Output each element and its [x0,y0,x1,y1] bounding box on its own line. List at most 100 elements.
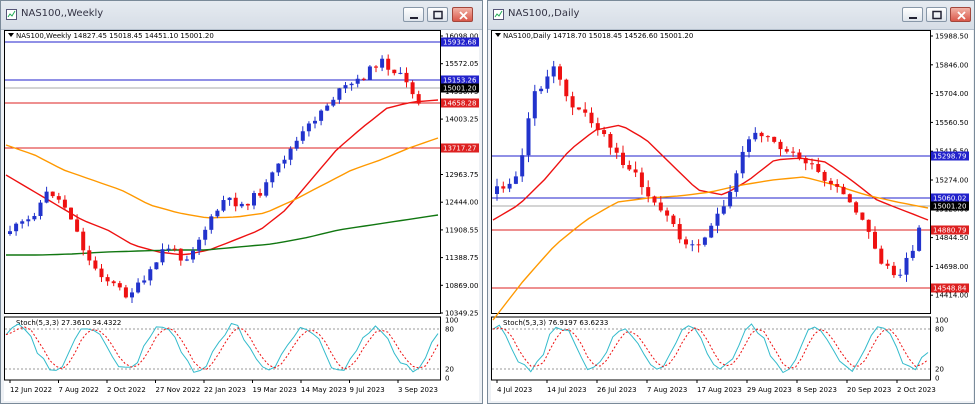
chart-header-ohlc: NAS100,Daily 14718.70 15018.45 14526.60 … [503,32,693,40]
minimize-icon [410,17,418,19]
ma-slow-line [6,214,439,256]
bearish-candle [570,96,575,108]
collapse-arrow-icon [8,33,14,37]
bullish-candle [545,76,550,89]
bearish-candle [633,169,638,173]
bullish-candle [551,66,556,77]
close-button[interactable] [452,7,473,22]
bullish-candle [904,257,909,275]
bearish-candle [784,149,789,152]
bullish-candle [910,250,915,258]
bearish-candle [835,184,840,187]
bearish-candle [608,134,613,148]
bullish-candle [917,227,922,251]
bullish-candle [520,155,525,177]
bullish-candle [166,248,171,250]
minimize-button[interactable] [902,7,923,22]
price-level-label-bg [931,201,969,211]
price-level-label-bg [441,143,479,153]
price-level-label: 15001.20 [443,85,476,93]
bullish-candle [367,66,372,80]
bearish-candle [583,109,588,113]
stochastic-tick-label: 100 [445,317,458,325]
maximize-button[interactable] [926,7,947,22]
price-tick-label: 12963.75 [445,171,478,179]
price-level-label: 15001.20 [933,203,966,211]
bearish-candle [105,277,110,282]
bullish-candle [380,58,385,68]
chart-header-ohlc: NAS100,Weekly 14827.45 15018.45 14451.10… [16,32,214,40]
price-tick-label: 14698.00 [935,263,968,271]
price-level-label: 13717.27 [443,145,476,153]
daily-title-bar[interactable]: NAS100,,Daily [488,1,974,30]
bearish-candle [866,219,871,232]
weekly-chart-window[interactable]: NAS100,,Weekly NAS100,Weekly 14827.45 15… [0,0,483,404]
weekly-chart-area[interactable]: NAS100,Weekly 14827.45 15018.45 14451.10… [4,30,479,401]
bearish-candle [589,112,594,124]
price-tick-label: 15274.00 [935,177,968,185]
price-tick-label: 10869.00 [445,282,478,290]
bearish-candle [386,58,391,70]
weekly-title-bar[interactable]: NAS100,,Weekly [1,1,482,30]
date-tick-label: 20 Sep 2023 [847,386,891,394]
bullish-candle [191,250,195,260]
bullish-candle [38,202,43,217]
bearish-candle [614,147,619,153]
date-tick-label: 12 Jun 2022 [10,386,52,394]
bearish-candle [410,82,415,95]
window-title: NAS100,,Daily [508,8,580,19]
price-level-label: 14658.28 [443,100,476,108]
close-button[interactable] [950,7,971,22]
daily-chart-window[interactable]: NAS100,,Daily NAS100,Daily 14718.70 1501… [487,0,975,404]
bearish-candle [62,199,67,208]
price-tick-label: 14414.00 [935,292,968,300]
bullish-candle [306,123,311,132]
stochastic-main-line [492,323,929,374]
bearish-candle [696,244,701,246]
bullish-candle [270,172,275,183]
maximize-button[interactable] [427,7,448,22]
bullish-candle [203,229,208,240]
bullish-candle [526,118,531,156]
date-tick-label: 2 Oct 2022 [107,386,146,394]
daily-chart-area[interactable]: NAS100,Daily 14718.70 15018.45 14526.60 … [491,30,973,401]
bearish-candle [178,248,183,261]
date-tick-label: 2 Oct 2023 [897,386,936,394]
price-tick-label: 14844.50 [935,234,968,242]
stochastic-signal-line [492,327,929,369]
price-level-label-bg [931,283,969,293]
maximize-icon [932,10,942,20]
bearish-candle [759,132,764,137]
bearish-candle [416,94,421,104]
bearish-candle [81,231,86,251]
bearish-candle [658,202,663,211]
maximize-icon [433,10,443,20]
bearish-candle [621,152,625,165]
bearish-candle [885,263,890,266]
bullish-candle [221,200,226,211]
bearish-candle [374,66,378,68]
bearish-candle [501,186,506,189]
bearish-candle [797,152,802,159]
bearish-candle [765,136,770,138]
stochastic-main-line [5,322,439,373]
date-tick-label: 29 Aug 2023 [747,386,792,394]
date-tick-label: 3 Sep 2023 [398,386,438,394]
bearish-candle [99,268,104,278]
bearish-candle [803,158,808,164]
bearish-candle [810,163,814,165]
ma-mid-line [492,176,929,321]
price-level-label-bg [931,151,969,161]
bullish-candle [32,216,37,220]
stochastic-header: Stoch(5,3,3) 27.3610 34.4322 [16,319,121,327]
bullish-candle [209,216,214,230]
weekly-chart-canvas[interactable]: NAS100,Weekly 14827.45 15018.45 14451.10… [4,30,479,401]
minimize-button[interactable] [403,7,424,22]
bearish-candle [847,194,852,203]
price-tick-label: 14003.25 [445,116,478,124]
bullish-candle [715,213,720,226]
price-level-label: 14880.79 [933,227,966,235]
date-tick-label: 26 Jul 2023 [597,386,637,394]
bearish-candle [233,197,238,207]
daily-chart-canvas[interactable]: NAS100,Daily 14718.70 15018.45 14526.60 … [491,30,973,401]
